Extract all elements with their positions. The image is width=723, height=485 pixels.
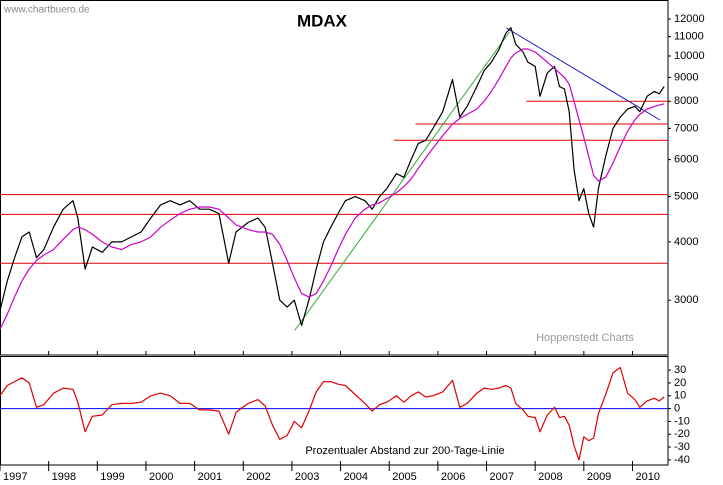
x-tick-label: 1998 <box>52 471 76 483</box>
y-tick-label: 8000 <box>674 95 698 107</box>
y-tick-label: 11000 <box>674 31 704 43</box>
y-tick-label: 20 <box>674 377 686 389</box>
y-tick-label: 3000 <box>674 294 698 306</box>
y-tick-label: 0 <box>674 402 680 414</box>
x-tick-label: 2001 <box>198 471 222 483</box>
y-tick-label: 9000 <box>674 71 698 83</box>
x-tick-label: 2008 <box>538 471 562 483</box>
y-tick-label: 10000 <box>674 50 705 62</box>
x-tick-label: 2005 <box>392 471 416 483</box>
x-tick-label: 2007 <box>490 471 514 483</box>
trend-line <box>294 31 510 331</box>
trend-line <box>506 27 661 121</box>
y-tick-label: -40 <box>674 454 690 466</box>
y-tick-label: 4000 <box>674 236 698 248</box>
x-tick-label: 2010 <box>635 471 659 483</box>
y-tick-label: 12000 <box>674 13 705 25</box>
y-tick-label: 7000 <box>674 122 698 134</box>
series-line <box>0 48 665 330</box>
y-tick-label: 10 <box>674 390 686 402</box>
x-tick-label: 2006 <box>441 471 465 483</box>
panel-title: Prozentualer Abstand zur 200-Tage-Linie <box>305 445 504 457</box>
chart-title: MDAX <box>297 11 348 30</box>
y-tick-label: -10 <box>674 415 690 427</box>
x-tick-label: 2003 <box>295 471 319 483</box>
y-tick-label: -20 <box>674 428 690 440</box>
x-tick-label: 1999 <box>100 471 124 483</box>
x-tick-label: 2009 <box>587 471 611 483</box>
panel-frame <box>0 0 669 356</box>
watermark: www.chartbuero.de <box>3 5 90 16</box>
x-tick-label: 2002 <box>246 471 270 483</box>
series-line <box>0 366 665 461</box>
series-line <box>0 27 665 326</box>
panel-frame <box>0 356 669 466</box>
y-tick-label: -30 <box>674 441 690 453</box>
credit: Hoppenstedt Charts <box>536 332 634 344</box>
x-tick-label: 1997 <box>3 471 27 483</box>
y-tick-label: 30 <box>674 364 686 376</box>
y-tick-label: 5000 <box>674 191 698 203</box>
y-tick-label: 6000 <box>674 154 698 166</box>
x-tick-label: 2004 <box>344 471 368 483</box>
x-tick-label: 2000 <box>149 471 173 483</box>
